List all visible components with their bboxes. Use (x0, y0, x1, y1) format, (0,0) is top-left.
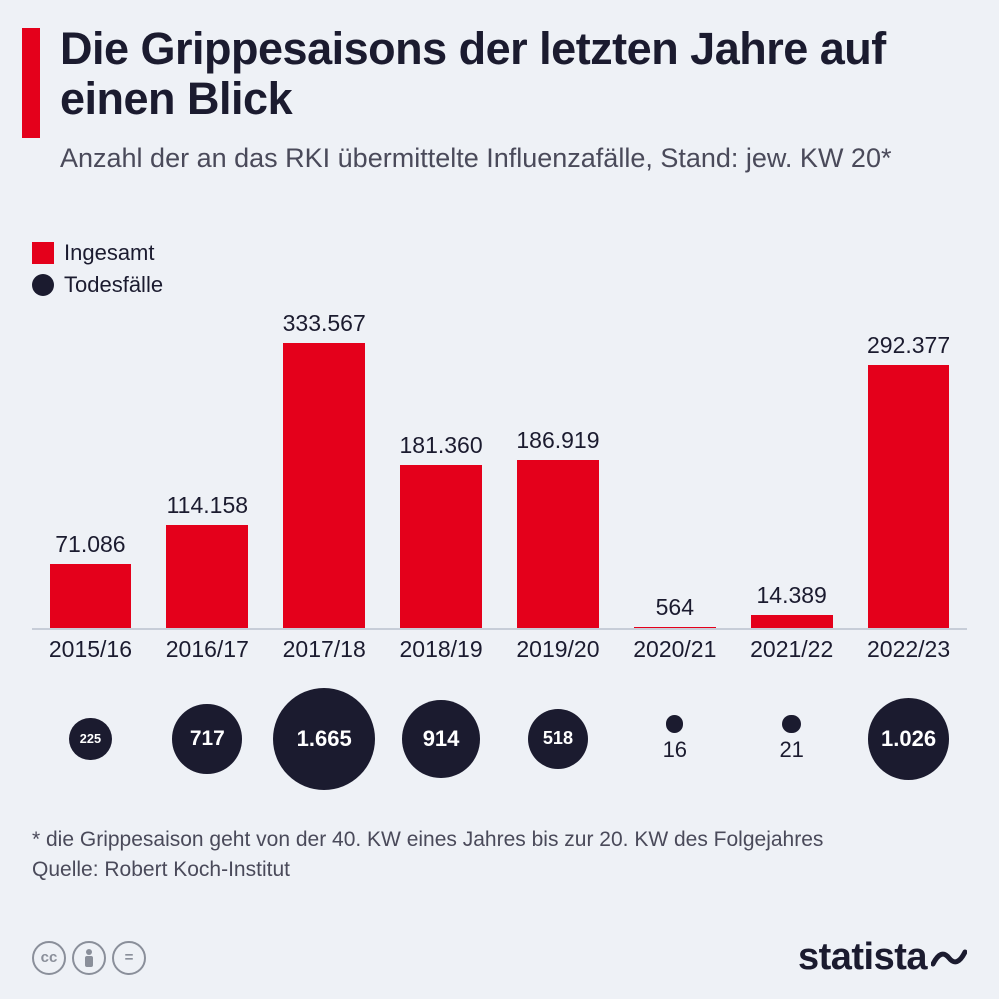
bubble-cell: 21 (733, 674, 850, 804)
brand-logo: statista (798, 936, 967, 979)
bar-chart: 71.086 114.158 333.567 181.360 186.919 564 14.… (32, 310, 967, 630)
bar-group: 71.086 (32, 310, 149, 628)
infographic-container: Die Grippesaisons der letzten Jahre auf … (0, 0, 999, 999)
bar (166, 525, 248, 628)
x-axis-label: 2015/16 (32, 636, 149, 663)
bar-value-label: 186.919 (516, 427, 599, 454)
death-bubble: 914 (402, 700, 480, 778)
bubble-cell: 16 (616, 674, 733, 804)
legend-deaths: Todesfälle (32, 272, 163, 298)
x-axis-label: 2019/20 (500, 636, 617, 663)
bar-value-label: 181.360 (399, 432, 482, 459)
death-bubble: 225 (69, 718, 112, 761)
bar-group: 292.377 (850, 310, 967, 628)
bar-group: 114.158 (149, 310, 266, 628)
footnote-line-1: * die Grippesaison geht von der 40. KW e… (32, 825, 967, 854)
x-axis-label: 2017/18 (266, 636, 383, 663)
death-bubble-label: 21 (779, 737, 803, 763)
legend-circle-deaths (32, 274, 54, 296)
bar (517, 460, 599, 628)
footnote-line-2: Quelle: Robert Koch-Institut (32, 855, 967, 884)
bar (868, 365, 950, 628)
bar-group: 186.919 (500, 310, 617, 628)
bubble-cell: 717 (149, 674, 266, 804)
death-bubble (782, 715, 801, 734)
x-axis-label: 2020/21 (616, 636, 733, 663)
bar-value-label: 564 (656, 594, 694, 621)
footnote: * die Grippesaison geht von der 40. KW e… (32, 825, 967, 884)
legend-total: Ingesamt (32, 240, 163, 266)
cc-by-icon (72, 941, 106, 975)
cc-icon: cc (32, 941, 66, 975)
cc-icons: cc = (32, 941, 146, 975)
footer: cc = statista (32, 936, 967, 979)
bar-group: 333.567 (266, 310, 383, 628)
bar (50, 564, 132, 628)
legend: Ingesamt Todesfälle (32, 240, 163, 304)
x-axis-label: 2016/17 (149, 636, 266, 663)
bar-group: 564 (616, 310, 733, 628)
death-bubble (666, 715, 683, 732)
brand-text: statista (798, 936, 927, 979)
bar (400, 465, 482, 628)
death-bubble: 518 (528, 709, 588, 769)
x-axis-label: 2018/19 (383, 636, 500, 663)
legend-swatch-total (32, 242, 54, 264)
bar (283, 343, 365, 628)
bar-value-label: 333.567 (283, 310, 366, 337)
death-bubble-label: 16 (663, 737, 687, 763)
bubble-cell: 914 (383, 674, 500, 804)
bar (751, 615, 833, 628)
cc-nd-icon: = (112, 941, 146, 975)
bubble-row: 225 717 1.665 914 518 16 21 1.026 (32, 674, 967, 804)
title: Die Grippesaisons der letzten Jahre auf … (60, 24, 969, 123)
x-axis-label: 2021/22 (733, 636, 850, 663)
bar (634, 627, 716, 628)
subtitle: Anzahl der an das RKI übermittelte Influ… (60, 141, 969, 176)
bar-value-label: 114.158 (167, 492, 248, 519)
person-icon (82, 949, 96, 967)
accent-bar (22, 28, 40, 138)
death-bubble: 717 (172, 704, 242, 774)
bubble-cell: 518 (500, 674, 617, 804)
death-bubble: 1.665 (273, 688, 375, 790)
x-axis: 2015/162016/172017/182018/192019/202020/… (32, 636, 967, 663)
bubble-cell: 1.026 (850, 674, 967, 804)
bar-group: 181.360 (383, 310, 500, 628)
bubble-cell: 1.665 (266, 674, 383, 804)
death-bubble: 1.026 (868, 698, 950, 780)
bar-value-label: 14.389 (757, 582, 827, 609)
bar-value-label: 292.377 (867, 332, 950, 359)
brand-wave-icon (931, 944, 967, 972)
bubble-cell: 225 (32, 674, 149, 804)
bar-group: 14.389 (733, 310, 850, 628)
x-axis-label: 2022/23 (850, 636, 967, 663)
legend-deaths-label: Todesfälle (64, 272, 163, 298)
legend-total-label: Ingesamt (64, 240, 155, 266)
header: Die Grippesaisons der letzten Jahre auf … (60, 24, 969, 176)
bar-value-label: 71.086 (55, 531, 125, 558)
